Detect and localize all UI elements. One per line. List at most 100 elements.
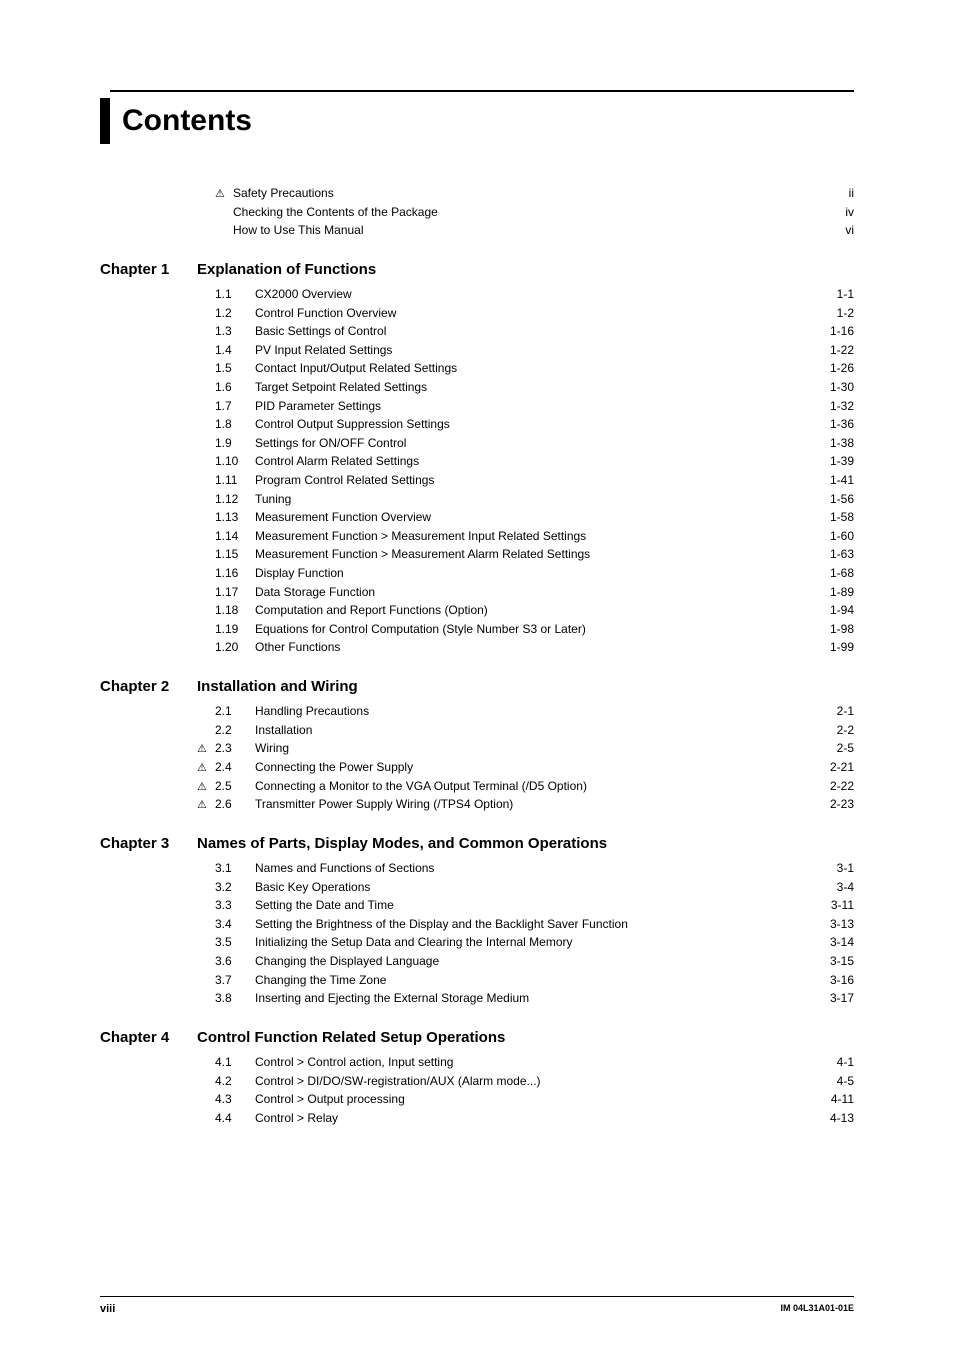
toc-entry: 1.12Tuning1-56 — [197, 490, 854, 509]
toc-entry-label: How to Use This Manual — [233, 221, 364, 240]
toc-entry: 1.6Target Setpoint Related Settings1-30 — [197, 378, 854, 397]
toc-entry-label: Data Storage Function — [255, 583, 375, 602]
toc-entry: 1.14Measurement Function > Measurement I… — [197, 527, 854, 546]
toc-entry: 1.1CX2000 Overview1-1 — [197, 285, 854, 304]
toc-entry: 3.8Inserting and Ejecting the External S… — [197, 989, 854, 1008]
toc-entry-label: Inserting and Ejecting the External Stor… — [255, 989, 529, 1008]
chapter: Chapter 1Explanation of Functions1.1CX20… — [100, 258, 854, 657]
chapter-entries: 3.1Names and Functions of Sections3-13.2… — [197, 859, 854, 1008]
toc-entry: 3.5Initializing the Setup Data and Clear… — [197, 933, 854, 952]
toc-entry-number: 1.15 — [215, 545, 255, 564]
toc-entry-page: 1-38 — [828, 434, 854, 453]
chapter-entries: 4.1Control > Control action, Input setti… — [197, 1053, 854, 1127]
toc-entry-number: 2.1 — [215, 702, 255, 721]
toc-entry-label: Computation and Report Functions (Option… — [255, 601, 488, 620]
chapter-title: Installation and Wiring — [197, 675, 358, 698]
toc-entry-number: 1.6 — [215, 378, 255, 397]
toc-entry: 1.3Basic Settings of Control1-16 — [197, 322, 854, 341]
toc-entry-page: 2-23 — [828, 795, 854, 814]
toc-entry-page: 1-32 — [828, 397, 854, 416]
toc-entry: 4.2Control > DI/DO/SW-registration/AUX (… — [197, 1072, 854, 1091]
toc-entry: ⚠2.4Connecting the Power Supply2-21 — [197, 758, 854, 777]
toc-entry-number: 1.18 — [215, 601, 255, 620]
toc-entry-page: 2-21 — [828, 758, 854, 777]
page-number: viii — [100, 1303, 115, 1315]
toc-entry-label: Handling Precautions — [255, 702, 369, 721]
chapter-entries: 1.1CX2000 Overview1-11.2Control Function… — [197, 285, 854, 657]
toc-entry-label: Safety Precautions — [233, 184, 334, 203]
toc-entry-page: 1-2 — [835, 304, 854, 323]
toc-entry-page: 3-15 — [828, 952, 854, 971]
toc-entry-number: 1.16 — [215, 564, 255, 583]
toc-entry-number: 3.5 — [215, 933, 255, 952]
toc-entry-label: Equations for Control Computation (Style… — [255, 620, 586, 639]
toc-entry: 1.11Program Control Related Settings1-41 — [197, 471, 854, 490]
toc-entry-page: 1-60 — [828, 527, 854, 546]
toc-entry-number: 1.4 — [215, 341, 255, 360]
chapter-head: Chapter 4Control Function Related Setup … — [100, 1026, 854, 1049]
toc-entry: 4.3Control > Output processing4-11 — [197, 1090, 854, 1109]
chapter-head: Chapter 2Installation and Wiring — [100, 675, 854, 698]
toc-entry-number: 3.8 — [215, 989, 255, 1008]
toc-entry: 3.4Setting the Brightness of the Display… — [197, 915, 854, 934]
toc-entry: 1.15Measurement Function > Measurement A… — [197, 545, 854, 564]
toc-entry-label: Basic Key Operations — [255, 878, 370, 897]
top-rule — [110, 90, 854, 92]
front-matter: ⚠Safety PrecautionsiiChecking the Conten… — [215, 184, 854, 240]
toc-entry-page: 1-56 — [828, 490, 854, 509]
toc-entry-label: Program Control Related Settings — [255, 471, 434, 490]
toc-entry-label: Measurement Function Overview — [255, 508, 431, 527]
toc-entry-number: 4.1 — [215, 1053, 255, 1072]
toc-entry-page: 3-4 — [835, 878, 854, 897]
toc-entry-number: 1.9 — [215, 434, 255, 453]
toc-entry-page: 1-68 — [828, 564, 854, 583]
toc-entry-page: 4-5 — [835, 1072, 854, 1091]
toc-entry-number: 1.3 — [215, 322, 255, 341]
toc-entry-page: 2-2 — [835, 721, 854, 740]
toc-entry-label: Setting the Brightness of the Display an… — [255, 915, 628, 934]
toc-entry: 1.7PID Parameter Settings1-32 — [197, 397, 854, 416]
toc-entry-number: 2.4 — [215, 758, 255, 777]
toc-entry-number: 4.3 — [215, 1090, 255, 1109]
toc-entry-number: 1.19 — [215, 620, 255, 639]
toc-entry-page: 1-63 — [828, 545, 854, 564]
toc-entry-number: 3.2 — [215, 878, 255, 897]
toc-entry-number: 1.8 — [215, 415, 255, 434]
toc-entry-number: 4.4 — [215, 1109, 255, 1128]
toc-entry-label: Target Setpoint Related Settings — [255, 378, 427, 397]
toc-entry-page: 3-17 — [828, 989, 854, 1008]
toc-entry-page: 4-1 — [835, 1053, 854, 1072]
toc-entry-label: Control > Relay — [255, 1109, 338, 1128]
toc-entry-number: 3.3 — [215, 896, 255, 915]
toc-entry-number: 1.14 — [215, 527, 255, 546]
toc-entry-number: 1.12 — [215, 490, 255, 509]
toc-entry-page: 4-13 — [828, 1109, 854, 1128]
toc-entry-label: Transmitter Power Supply Wiring (/TPS4 O… — [255, 795, 513, 814]
toc-entry: 1.19Equations for Control Computation (S… — [197, 620, 854, 639]
doc-id: IM 04L31A01-01E — [780, 1303, 854, 1315]
toc-entry-label: Control > DI/DO/SW-registration/AUX (Ala… — [255, 1072, 541, 1091]
toc-entry-page: 1-36 — [828, 415, 854, 434]
toc-entry-label: Settings for ON/OFF Control — [255, 434, 406, 453]
toc-entry-label: Changing the Time Zone — [255, 971, 386, 990]
toc-entry-label: Measurement Function > Measurement Input… — [255, 527, 586, 546]
toc-entry-label: PID Parameter Settings — [255, 397, 381, 416]
toc-entry-number: 1.5 — [215, 359, 255, 378]
toc-entry-page: 1-16 — [828, 322, 854, 341]
toc-entry-page: 3-16 — [828, 971, 854, 990]
toc-entry-page: 2-5 — [835, 739, 854, 758]
toc-entry: 1.8Control Output Suppression Settings1-… — [197, 415, 854, 434]
toc-entry-page: iv — [843, 203, 854, 222]
toc-entry-page: ii — [847, 184, 854, 203]
toc-entry-label: Setting the Date and Time — [255, 896, 394, 915]
toc-entry-page: 4-11 — [829, 1090, 854, 1109]
toc-entry: 3.3Setting the Date and Time3-11 — [197, 896, 854, 915]
toc-entry-page: 1-39 — [828, 452, 854, 471]
toc-entry: 1.13Measurement Function Overview1-58 — [197, 508, 854, 527]
toc-entry-label: Control Alarm Related Settings — [255, 452, 419, 471]
toc-entry-number: 3.1 — [215, 859, 255, 878]
toc-entry-page: vi — [843, 221, 854, 240]
warning-icon: ⚠ — [215, 184, 233, 203]
toc-entry-number: 4.2 — [215, 1072, 255, 1091]
toc-entry: 1.16Display Function1-68 — [197, 564, 854, 583]
